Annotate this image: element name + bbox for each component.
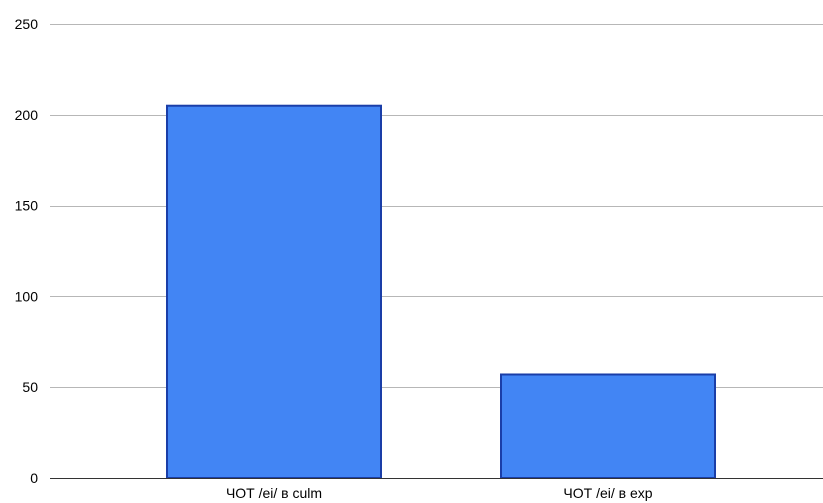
- bar-2: [500, 373, 716, 480]
- bars: [166, 104, 716, 480]
- y-tick-label-150: 150: [15, 198, 39, 214]
- y-tick-label-250: 250: [15, 16, 39, 32]
- gridlines: [50, 24, 823, 388]
- x-category-label-2: ЧОТ /ei/ в exp: [563, 485, 652, 501]
- y-tick-label-200: 200: [15, 107, 39, 123]
- y-tick-label-100: 100: [15, 288, 39, 304]
- y-tick-label-0: 0: [30, 470, 38, 486]
- bar-1: [166, 104, 382, 479]
- y-tick-label-50: 50: [22, 379, 38, 395]
- y-axis-tick-labels: 0 50 100 150 200 250: [15, 16, 39, 486]
- x-axis-category-labels: ЧОТ /ei/ в culm ЧОТ /ei/ в exp: [226, 485, 653, 501]
- x-category-label-1: ЧОТ /ei/ в culm: [226, 485, 322, 501]
